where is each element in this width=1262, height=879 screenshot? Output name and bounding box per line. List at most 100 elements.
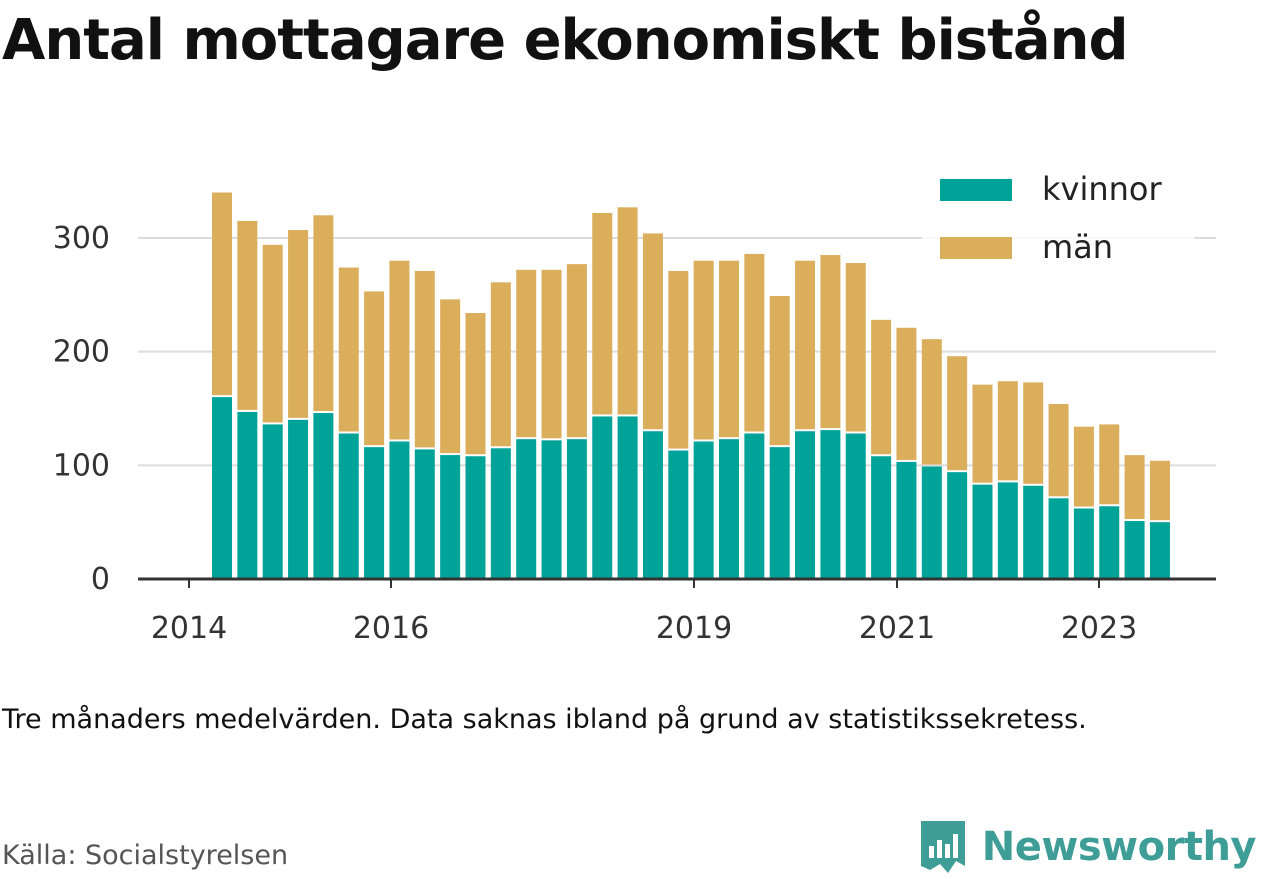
bar-kvinnor [541,440,562,579]
x-tick-label: 2021 [859,611,935,646]
bar-kvinnor [744,433,765,579]
bar-kvinnor [997,482,1018,579]
newsworthy-chart-icon [920,821,965,873]
bar-man [1149,460,1170,521]
source-credit: Källa: Socialstyrelsen [2,840,289,871]
bar-kvinnor [364,447,385,579]
bar-kvinnor [566,439,587,579]
bar-kvinnor [1099,506,1120,579]
legend-label: män [1042,228,1113,266]
bar-kvinnor [212,397,232,579]
bar-kvinnor [1149,522,1170,579]
stacked-bar-chart: 0 100 200 300 2014 2016 2019 2021 2023 kvinnor m… [53,170,1216,646]
bar-kvinnor [1048,498,1069,579]
bar-kvinnor [313,413,334,579]
x-tick-label: 2019 [656,611,732,646]
bar-man [1124,455,1145,520]
bar-kvinnor [262,424,283,579]
bar-man [389,260,410,440]
bar-kvinnor [845,433,866,579]
x-tick-label: 2014 [151,611,227,646]
y-tick-label: 300 [53,221,110,256]
bar-man [313,215,334,412]
bar-kvinnor [668,450,689,579]
bar-kvinnor [693,441,714,579]
chart-title: Antal mottagare ekonomiskt bistånd [2,8,1129,73]
bar-kvinnor [389,441,410,579]
bar-man [414,270,435,448]
bar-kvinnor [1124,521,1145,579]
y-tick-label: 200 [53,335,110,370]
bar-man [972,384,993,483]
bar-man [566,264,587,438]
bar-man [845,263,866,432]
bar-kvinnor [490,448,511,579]
bar-kvinnor [642,431,663,579]
bar-man [1023,382,1044,484]
bar-kvinnor [288,419,309,579]
bar-man [262,244,283,423]
bar-man [997,381,1018,481]
bar-man [871,319,892,455]
bar-man [592,212,613,415]
bar-man [516,269,537,438]
chart-note: Tre månaders medelvärden. Data saknas ib… [2,704,1087,735]
bar-man [896,327,917,460]
bar-man [237,220,258,410]
bar-man [769,295,790,446]
bar-kvinnor [769,447,790,579]
bar-man [642,233,663,430]
y-tick-label: 0 [91,562,110,597]
legend-swatch [940,179,1012,201]
bar-man [288,230,309,418]
bar-kvinnor [440,455,461,579]
bar-kvinnor [237,411,258,579]
bar-man [820,255,841,429]
bar-man [1073,426,1094,507]
bar-man [921,339,942,465]
legend-swatch [940,237,1012,259]
bar-kvinnor [617,416,638,579]
bar-kvinnor [795,431,816,579]
bar-kvinnor [338,433,359,579]
bar-man [693,260,714,440]
bar-man [440,299,461,454]
bar-kvinnor [921,466,942,579]
bar-kvinnor [465,456,486,579]
bar-man [465,313,486,455]
x-axis: 2014 2016 2019 2021 2023 [138,577,1216,646]
bar-man [212,192,232,396]
bar-kvinnor [414,449,435,579]
legend: kvinnor män [922,170,1194,272]
bar-man [617,207,638,415]
bar-man [338,267,359,432]
brand-logo[interactable]: Newsworthy [918,818,1257,876]
bars [212,192,1170,579]
bar-man [719,260,739,438]
bar-man [947,356,968,471]
bar-kvinnor [896,461,917,579]
bar-kvinnor [871,456,892,579]
y-tick-labels: 0 100 200 300 [53,221,110,597]
bar-man [1048,403,1069,497]
y-tick-label: 100 [53,448,110,483]
x-tick-label: 2023 [1061,611,1137,646]
brand-name: Newsworthy [981,824,1257,870]
bar-kvinnor [820,430,841,579]
bar-man [490,282,511,447]
bar-man [795,260,816,430]
bar-man [668,270,689,449]
bar-kvinnor [719,439,739,579]
bar-kvinnor [516,439,537,579]
bar-kvinnor [592,416,613,579]
bar-kvinnor [1023,485,1044,579]
bar-kvinnor [947,472,968,579]
bar-man [541,269,562,439]
bar-man [364,291,385,446]
bar-man [1099,424,1120,505]
bar-kvinnor [1073,508,1094,579]
x-tick-label: 2016 [353,611,429,646]
bar-man [744,253,765,432]
legend-label: kvinnor [1042,170,1163,208]
bar-kvinnor [972,484,993,579]
